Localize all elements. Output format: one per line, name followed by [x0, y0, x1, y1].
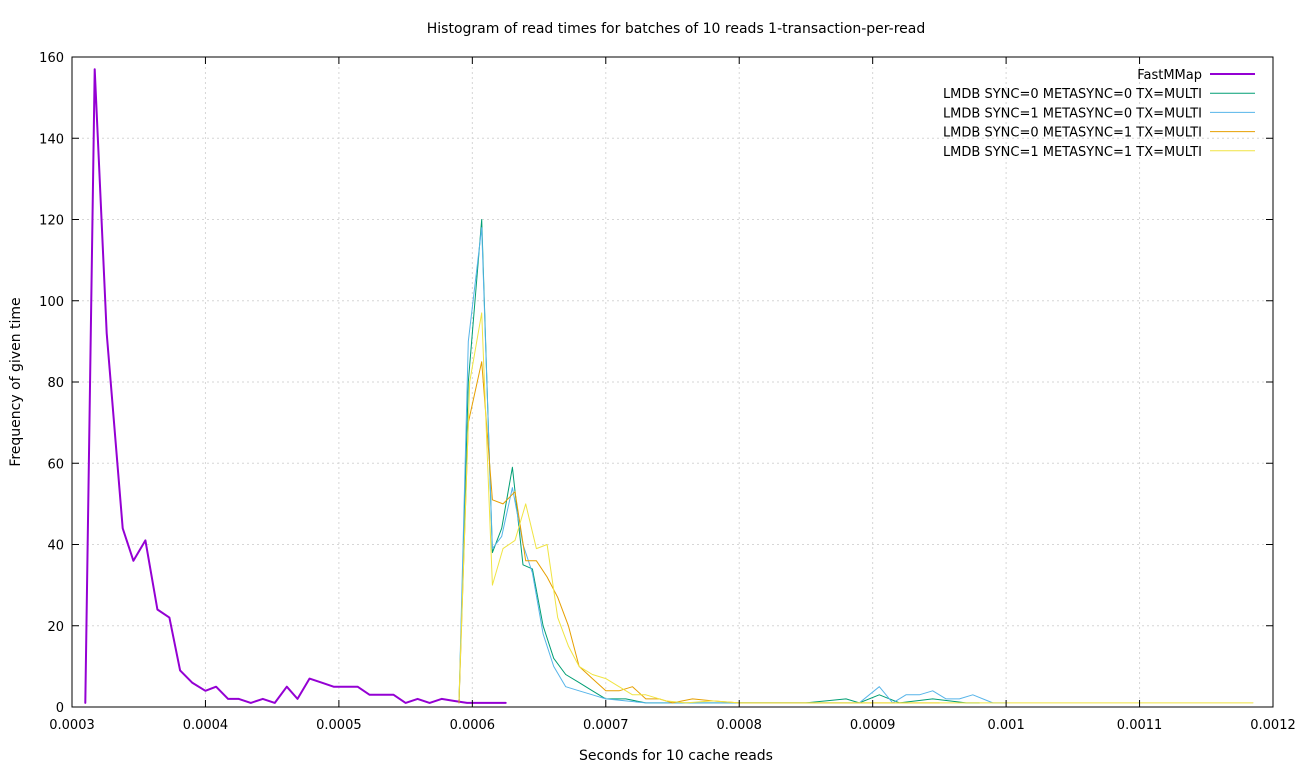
legend-label: LMDB SYNC=1 METASYNC=0 TX=MULTI: [943, 106, 1202, 121]
legend-label: LMDB SYNC=0 METASYNC=0 TX=MULTI: [943, 87, 1202, 102]
legend-label: FastMMap: [1137, 68, 1202, 83]
series-line-3: [458, 361, 940, 704]
x-tick-label: 0.0009: [850, 718, 896, 733]
y-tick-label: 120: [39, 214, 64, 229]
chart-title: Histogram of read times for batches of 1…: [427, 21, 925, 37]
series-line-2: [458, 227, 1007, 704]
legend-label: LMDB SYNC=1 METASYNC=1 TX=MULTI: [943, 145, 1202, 160]
legend-label: LMDB SYNC=0 METASYNC=1 TX=MULTI: [943, 126, 1202, 141]
y-tick-label: 20: [47, 620, 64, 635]
x-tick-label: 0.001: [988, 718, 1025, 733]
x-tick-label: 0.0007: [583, 718, 629, 733]
y-tick-label: 140: [39, 132, 64, 147]
grid: [72, 57, 1273, 707]
series-line-1: [458, 219, 980, 704]
x-tick-label: 0.0011: [1117, 718, 1163, 733]
y-tick-label: 60: [47, 457, 64, 472]
series-line-0: [84, 68, 507, 704]
x-tick-label: 0.0012: [1250, 718, 1296, 733]
series-lines: [84, 68, 1254, 704]
x-axis-label: Seconds for 10 cache reads: [579, 748, 773, 764]
x-tick-label: 0.0005: [316, 718, 362, 733]
series-line-4: [458, 312, 1254, 704]
y-axis-label: Frequency of given time: [8, 297, 24, 466]
y-tick-label: 80: [47, 376, 64, 391]
x-tick-label: 0.0008: [716, 718, 762, 733]
y-tick-label: 0: [56, 701, 64, 716]
x-tick-label: 0.0003: [49, 718, 95, 733]
y-tick-label: 160: [39, 51, 64, 66]
legend: FastMMap LMDB SYNC=0 METASYNC=0 TX=MULTI L…: [943, 68, 1255, 160]
y-tick-label: 40: [47, 539, 64, 554]
x-tick-label: 0.0006: [450, 718, 496, 733]
axis-ticks: 0 20 40 60 80 100 120 140 160 0.0003 0.0004 0.0005 0…: [39, 51, 1296, 733]
y-tick-label: 100: [39, 295, 64, 310]
x-tick-label: 0.0004: [183, 718, 229, 733]
